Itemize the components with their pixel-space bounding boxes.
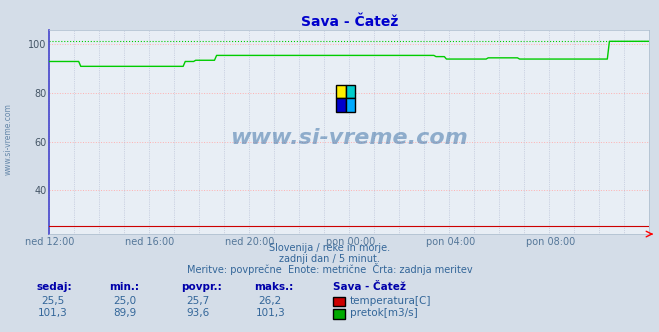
Text: min.:: min.: <box>109 282 139 291</box>
Text: Sava - Čatež: Sava - Čatež <box>333 282 406 291</box>
Text: povpr.:: povpr.: <box>181 282 222 291</box>
Text: sedaj:: sedaj: <box>36 282 72 291</box>
Text: 26,2: 26,2 <box>258 296 282 306</box>
Title: Sava - Čatež: Sava - Čatež <box>301 15 398 29</box>
Text: maks.:: maks.: <box>254 282 293 291</box>
FancyBboxPatch shape <box>346 85 355 98</box>
FancyBboxPatch shape <box>336 85 346 98</box>
Text: Meritve: povprečne  Enote: metrične  Črta: zadnja meritev: Meritve: povprečne Enote: metrične Črta:… <box>186 263 473 275</box>
Text: 93,6: 93,6 <box>186 308 210 318</box>
Text: www.si-vreme.com: www.si-vreme.com <box>231 128 468 148</box>
FancyBboxPatch shape <box>346 98 355 112</box>
Text: Slovenija / reke in morje.: Slovenija / reke in morje. <box>269 243 390 253</box>
Text: zadnji dan / 5 minut.: zadnji dan / 5 minut. <box>279 254 380 264</box>
FancyBboxPatch shape <box>336 98 346 112</box>
Text: 25,5: 25,5 <box>41 296 65 306</box>
Text: pretok[m3/s]: pretok[m3/s] <box>350 308 418 318</box>
Text: 25,0: 25,0 <box>113 296 137 306</box>
Text: 25,7: 25,7 <box>186 296 210 306</box>
Text: 101,3: 101,3 <box>38 308 68 318</box>
Text: 101,3: 101,3 <box>255 308 285 318</box>
Text: 89,9: 89,9 <box>113 308 137 318</box>
Text: temperatura[C]: temperatura[C] <box>350 296 432 306</box>
Text: www.si-vreme.com: www.si-vreme.com <box>3 104 13 175</box>
